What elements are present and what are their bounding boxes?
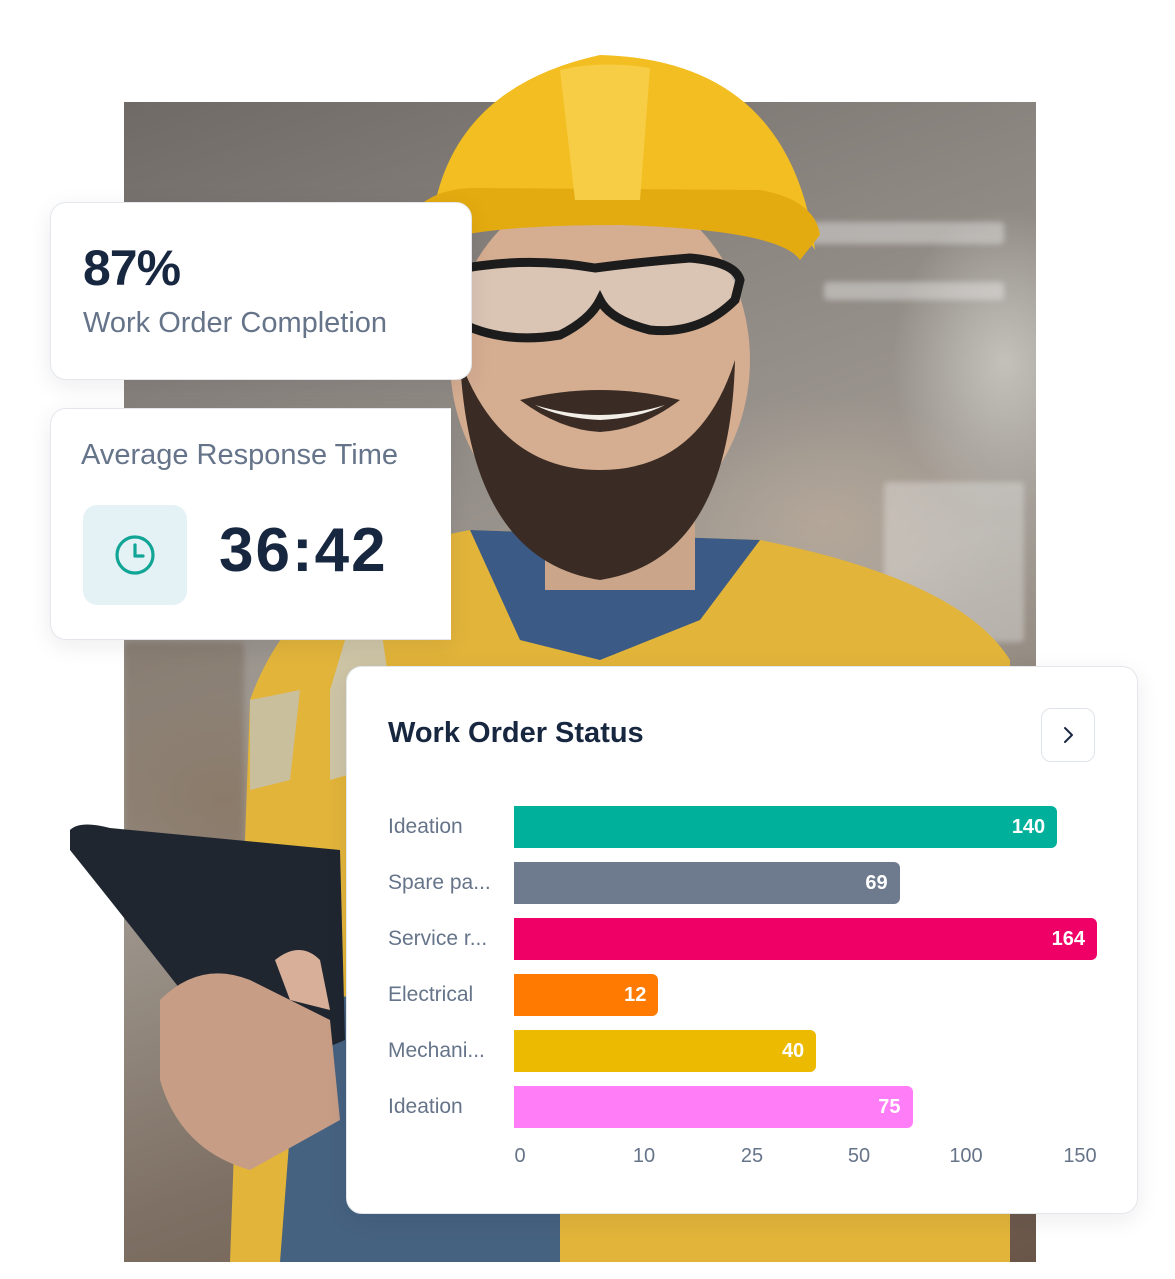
bar-label: Service r... (388, 927, 488, 950)
response-time-value: 36:42 (219, 516, 388, 585)
bar-value-label: 75 (878, 1095, 901, 1118)
response-time-title: Average Response Time (81, 439, 399, 471)
bar[interactable]: 40 (514, 1030, 817, 1072)
bar-label: Spare pa... (388, 871, 491, 894)
work-order-status-card: Work Order Status Ideation 140 Spare pa...… (346, 666, 1138, 1214)
bar[interactable]: 12 (514, 974, 659, 1016)
bar[interactable]: 69 (514, 862, 900, 904)
clock-icon (115, 535, 155, 575)
status-details-button[interactable] (1041, 708, 1095, 762)
bar-value-label: 69 (865, 871, 888, 894)
bar[interactable]: 75 (514, 1086, 913, 1128)
x-axis-tick-label: 150 (1063, 1145, 1097, 1167)
x-axis-tick-label: 10 (632, 1145, 656, 1167)
completion-card: 87% Work Order Completion (50, 202, 472, 380)
response-time-card: Average Response Time 36:42 (50, 408, 451, 640)
x-axis-tick-label: 100 (949, 1145, 983, 1167)
bar-label: Electrical (388, 983, 474, 1006)
bar-value-label: 40 (781, 1039, 805, 1062)
x-axis-tick-label: 50 (847, 1145, 871, 1167)
bar-value-label: 140 (1011, 815, 1046, 838)
bar-value-label: 12 (624, 983, 647, 1006)
bar[interactable]: 140 (514, 806, 1058, 848)
completion-percent: 87% (83, 240, 181, 296)
bar-label: Ideation (388, 1095, 463, 1118)
bar-value-label: 164 (1051, 927, 1085, 950)
completion-label: Work Order Completion (83, 307, 388, 339)
x-axis-tick-label: 0 (514, 1145, 526, 1167)
bar[interactable]: 164 (514, 918, 1097, 960)
chevron-right-icon (1064, 727, 1073, 743)
status-card-title: Work Order Status (388, 717, 644, 749)
bar-label: Ideation (388, 815, 463, 838)
x-axis-tick-label: 25 (740, 1145, 764, 1167)
clock-icon-box (83, 505, 187, 605)
bar-label: Mechani... (388, 1039, 485, 1062)
